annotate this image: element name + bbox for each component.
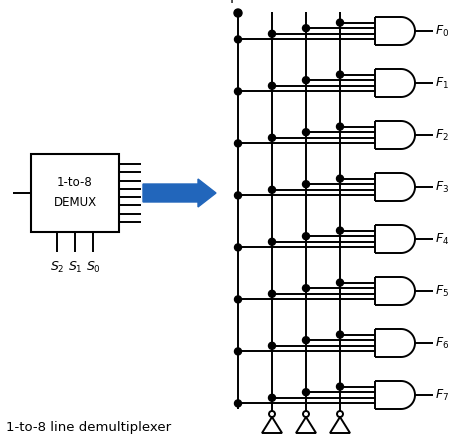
Circle shape	[303, 411, 309, 417]
Circle shape	[268, 186, 275, 193]
Circle shape	[302, 285, 310, 292]
Circle shape	[235, 140, 241, 147]
Circle shape	[337, 175, 344, 182]
Circle shape	[235, 400, 241, 407]
Circle shape	[337, 123, 344, 130]
FancyArrow shape	[143, 179, 216, 207]
Circle shape	[337, 411, 343, 417]
Circle shape	[337, 227, 344, 234]
Circle shape	[337, 19, 344, 26]
Text: $S_1$: $S_1$	[299, 440, 313, 441]
Text: $S_0$: $S_0$	[85, 260, 100, 275]
Circle shape	[302, 233, 310, 240]
Text: $S_1$: $S_1$	[68, 260, 82, 275]
Text: $F_7$: $F_7$	[435, 388, 449, 403]
Text: 1-to-8: 1-to-8	[57, 176, 93, 190]
Text: DEMUX: DEMUX	[54, 197, 97, 209]
Circle shape	[268, 82, 275, 89]
Text: $F_6$: $F_6$	[435, 336, 449, 351]
Circle shape	[337, 331, 344, 338]
Circle shape	[269, 411, 275, 417]
Circle shape	[235, 36, 241, 43]
Circle shape	[337, 279, 344, 286]
Circle shape	[302, 389, 310, 396]
Circle shape	[268, 238, 275, 245]
Circle shape	[302, 336, 310, 344]
Circle shape	[235, 244, 241, 251]
Circle shape	[337, 383, 344, 390]
Circle shape	[268, 30, 275, 37]
Circle shape	[235, 88, 241, 95]
Text: $F_2$: $F_2$	[435, 127, 449, 142]
Text: $F_3$: $F_3$	[435, 179, 449, 194]
Text: $F_1$: $F_1$	[435, 75, 449, 90]
Text: $F_0$: $F_0$	[435, 23, 449, 38]
Text: $F_4$: $F_4$	[435, 232, 449, 247]
Circle shape	[302, 77, 310, 84]
Circle shape	[268, 135, 275, 141]
Text: $S_2$: $S_2$	[50, 260, 64, 275]
Circle shape	[268, 394, 275, 401]
Text: 1-to-8 line demultiplexer: 1-to-8 line demultiplexer	[6, 421, 171, 434]
Text: $S_2$: $S_2$	[264, 440, 279, 441]
Circle shape	[302, 181, 310, 188]
Circle shape	[234, 9, 242, 17]
Circle shape	[235, 348, 241, 355]
Circle shape	[337, 71, 344, 78]
Text: $F_5$: $F_5$	[435, 284, 449, 299]
Text: I: I	[230, 0, 234, 6]
Bar	[31, 154, 119, 232]
Circle shape	[235, 296, 241, 303]
Circle shape	[268, 342, 275, 349]
Text: $S_0$: $S_0$	[333, 440, 347, 441]
Circle shape	[302, 129, 310, 136]
Circle shape	[302, 25, 310, 32]
Circle shape	[235, 192, 241, 199]
Circle shape	[268, 290, 275, 297]
